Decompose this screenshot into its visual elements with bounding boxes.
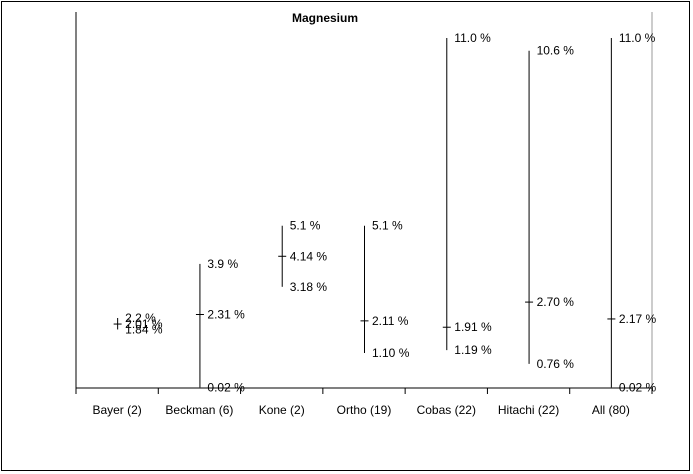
min-data-label: 0.76 % [537, 357, 575, 371]
min-data-label: 3.18 % [290, 280, 328, 294]
x-tick-label: Cobas (22) [417, 403, 476, 417]
median-data-label: 4.14 % [290, 249, 328, 263]
min-data-label: 1.19 % [454, 343, 492, 357]
max-data-label: 3.9 % [207, 257, 238, 271]
x-tick-label: Kone (2) [259, 403, 305, 417]
median-data-label: 2.70 % [537, 295, 575, 309]
max-data-label: 11.0 % [454, 31, 491, 45]
plot-area: Bayer (2) 2.2 %2.01 %1.84 % Beckman (6) 3.9… [75, 12, 657, 417]
max-data-label: 5.1 % [290, 219, 321, 233]
min-data-label: 0.02 % [619, 380, 657, 394]
median-data-label: 2.17 % [619, 312, 657, 326]
x-tick-label: Ortho (19) [337, 403, 392, 417]
x-tick-label: Hitachi (22) [498, 403, 559, 417]
chart-title: Magnesium [292, 11, 358, 25]
max-data-label: 5.1 % [372, 219, 403, 233]
median-data-label: 2.11 % [372, 314, 409, 328]
median-data-label: 1.91 % [454, 320, 492, 334]
max-data-label: 2.2 % [125, 311, 156, 325]
median-data-label: 2.31 % [207, 308, 245, 322]
x-tick-label: Bayer (2) [92, 403, 141, 417]
min-data-label: 1.84 % [125, 322, 163, 336]
max-data-label: 11.0 % [619, 31, 656, 45]
median-data-label: 2.01 % [125, 317, 163, 331]
x-tick-label: Beckman (6) [165, 403, 233, 417]
x-tick-label: All (80) [592, 403, 630, 417]
max-data-label: 10.6 % [537, 44, 575, 58]
min-data-label: 0.02 % [207, 380, 245, 394]
min-data-label: 1.10 % [372, 346, 410, 360]
